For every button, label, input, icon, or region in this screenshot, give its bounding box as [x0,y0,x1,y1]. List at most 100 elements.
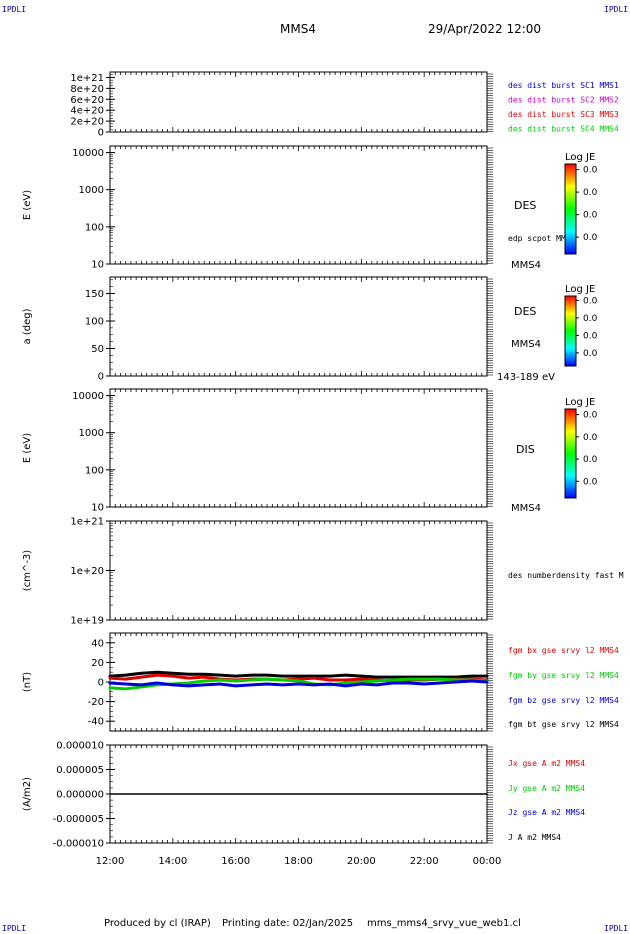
p2-colorbar-title: Log JE [565,152,595,163]
p6-legend-label-0: fgm bx gse srvy l2 MMS4 [508,646,619,655]
footer-produced-by: Produced by cl (IRAP) [104,918,211,929]
p2-y-axis-label: E (eV) [22,190,33,220]
p4-colorbar-tick-label-2: 0.0 [583,455,598,465]
p3-label-2: 143-189 eV [497,372,555,383]
p1-frame [109,71,488,133]
p4-y-tick-label: 100 [85,465,104,476]
p6-series-3-line [108,679,489,688]
p4-frame [109,388,488,508]
p3-colorbar-tick-label-0: 0.0 [583,296,598,306]
p1-y-tick-label: 0 [98,128,104,139]
p4-colorbar-tick-label-1: 0.0 [583,433,598,443]
p5-label-0: des numberdensity fast M [508,571,624,580]
p4-y-axis-label: E (eV) [22,433,33,463]
p3-colorbar-title: Log JE [565,284,595,295]
p4-label-1: MMS4 [511,503,541,514]
p3-colorbar-tick-label-1: 0.0 [583,314,598,324]
p7-legend-label-0: Jx gse A m2 MMS4 [508,759,585,768]
p1-legend-label-0: des dist burst SC1 MMS1 [508,81,619,90]
p6-y-tick-label: 0 [98,678,104,689]
p4-colorbar [564,408,577,499]
p6-legend-label-3: fgm bt gse srvy l2 MMS4 [508,720,619,729]
p2-colorbar-tick-label-2: 0.0 [583,211,598,221]
time-axis-tick-label: 12:00 [96,856,125,867]
time-axis-tick-label: 14:00 [158,856,187,867]
corner-label-bottom-left: IPDLI [2,924,27,933]
p2-colorbar-tick-label-1: 0.0 [583,188,598,198]
p6-series-0-line [108,670,489,679]
p6-y-tick-label: -20 [88,697,104,708]
p6-legend-label-1: fgm by gse srvy l2 MMS4 [508,671,619,680]
p1-y-tick-label: 2e+20 [70,117,104,128]
p2-y-tick-label: 10000 [72,148,104,159]
p2-y-tick-label: 100 [85,222,104,233]
p2-label-2: MMS4 [511,260,541,271]
p4-colorbar-tick-label-3: 0.0 [583,477,598,487]
p5-y-tick-label: 1e+19 [70,616,104,627]
p1-y-tick-label: 6e+20 [70,95,104,106]
time-axis-tick-label: 16:00 [221,856,250,867]
p5-y-axis-label: (cm^-3) [22,550,33,591]
p6-y-axis-label: (nT) [22,672,33,692]
p4-y-tick-label: 10 [91,503,104,514]
p3-y-axis-label: a (deg) [22,308,33,344]
corner-label-top-right: IPDLI [604,5,629,14]
p7-legend-label-3: J A m2 MMS4 [508,833,561,842]
footer-filename: mms_mms4_srvy_vue_web1.cl [367,918,521,929]
p3-y-tick-label: 150 [85,289,104,300]
p2-label-1: edp scpot MMS4 [508,234,576,243]
p3-frame [109,276,488,377]
p4-y-tick-label: 10000 [72,391,104,402]
p3-colorbar-tick-label-3: 0.0 [583,349,598,359]
p6-y-tick-label: 20 [91,658,104,669]
p4-y-tick-label: 1000 [79,428,104,439]
p3-label-1: MMS4 [511,339,541,350]
p2-frame [109,145,488,265]
p3-colorbar [564,295,577,367]
p7-y-axis-label: (A/m2) [22,777,33,811]
p1-legend-label-2: des dist burst SC3 MMS3 [508,110,619,119]
p4-label-0: DIS [516,443,535,456]
corner-label-top-left: IPDLI [2,5,27,14]
p7-y-tick-label: -0.000005 [53,814,104,825]
datetime-title: 29/Apr/2022 12:00 [428,22,542,36]
p7-y-tick-label: 0.000000 [56,790,104,801]
p3-y-tick-label: 50 [91,344,104,355]
corner-label-bottom-right: IPDLI [604,924,629,933]
time-axis-tick-label: 20:00 [347,856,376,867]
p2-y-tick-label: 1000 [79,185,104,196]
spacecraft-title: MMS4 [280,22,316,36]
time-axis-tick-label: 22:00 [410,856,439,867]
p2-colorbar [564,163,577,255]
p5-frame [109,520,488,621]
p7-y-tick-label: 0.000010 [56,741,104,752]
p3-y-tick-label: 100 [85,317,104,328]
p1-legend-label-1: des dist burst SC2 MMS2 [508,96,619,105]
footer-printing-date: Printing date: 02/Jan/2025 [222,918,354,929]
p4-colorbar-tick-label-0: 0.0 [583,411,598,421]
p6-y-tick-label: -40 [88,717,104,728]
p3-y-tick-label: 0 [98,372,104,383]
p6-y-tick-label: 40 [91,638,104,649]
p2-colorbar-tick-label-0: 0.0 [583,166,598,176]
p3-label-0: DES [514,305,536,318]
p1-legend-label-3: des dist burst SC4 MMS4 [508,125,619,134]
time-axis-tick-label: 00:00 [473,856,502,867]
p2-label-0: DES [514,199,536,212]
p7-y-tick-label: 0.000005 [56,765,104,776]
p4-colorbar-title: Log JE [565,397,595,408]
p1-y-tick-label: 8e+20 [70,84,104,95]
p2-colorbar-tick-label-3: 0.0 [583,233,598,243]
p1-y-tick-label: 1e+21 [70,73,104,84]
p5-y-tick-label: 1e+21 [70,517,104,528]
time-axis-tick-label: 18:00 [284,856,313,867]
p7-legend-label-2: Jz gse A m2 MMS4 [508,808,585,817]
p7-y-tick-label: -0.000010 [53,839,104,850]
p3-colorbar-tick-label-2: 0.0 [583,331,598,341]
p1-y-tick-label: 4e+20 [70,106,104,117]
p2-y-tick-label: 10 [91,260,104,271]
p6-legend-label-2: fgm bz gse srvy l2 MMS4 [508,696,619,705]
p7-legend-label-1: Jy gse A m2 MMS4 [508,784,585,793]
p5-y-tick-label: 1e+20 [70,566,104,577]
